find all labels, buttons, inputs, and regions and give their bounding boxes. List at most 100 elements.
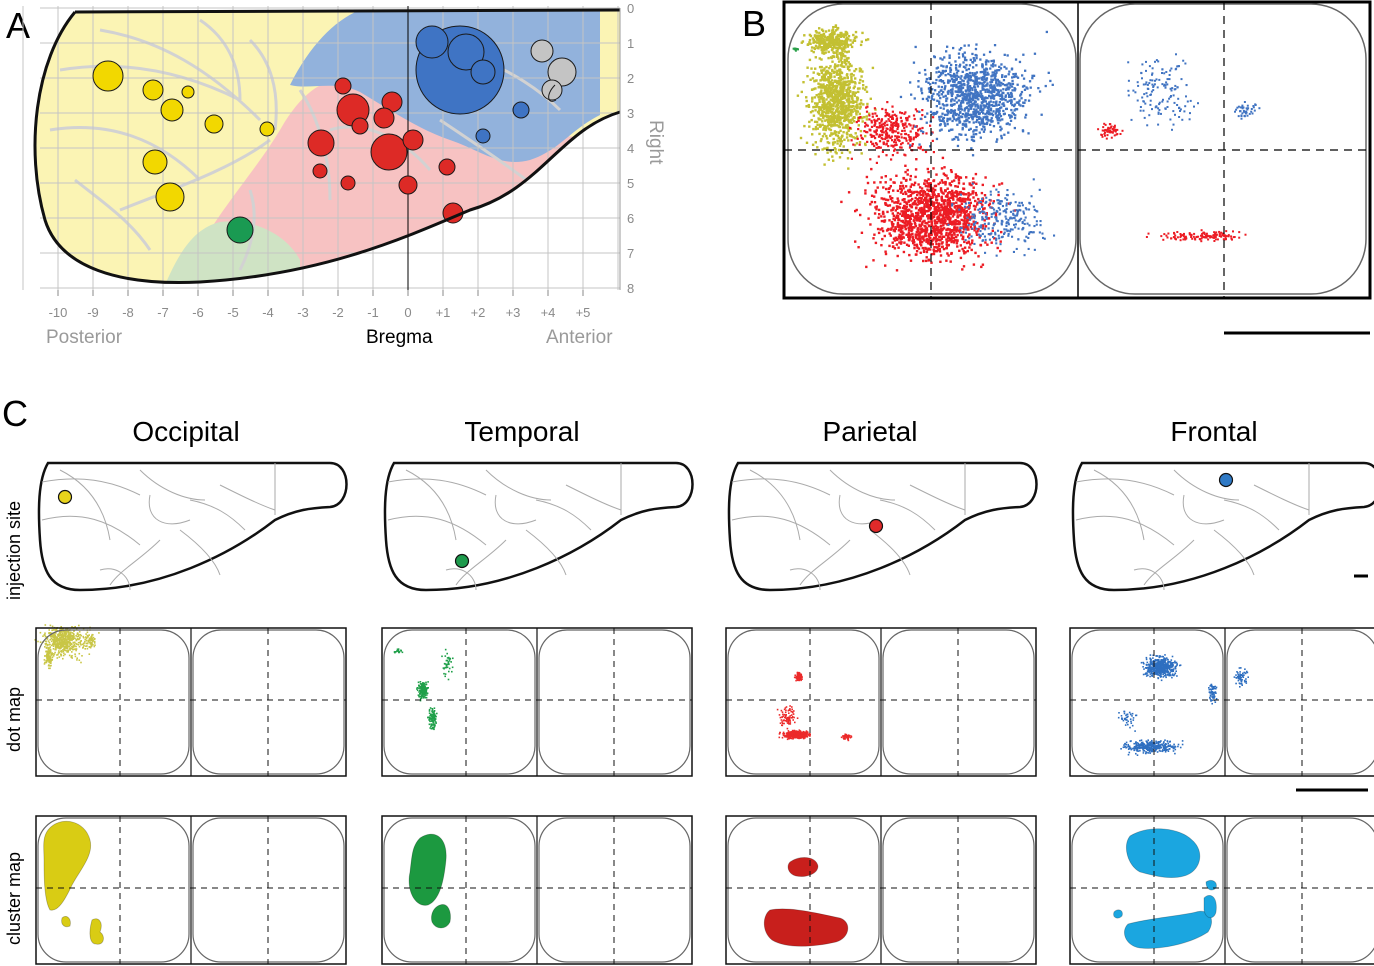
dot [844,117,847,120]
dot [60,631,63,633]
dot [1007,221,1010,224]
dot [816,36,819,39]
dot [69,637,71,640]
dot [943,86,947,89]
dot [972,177,975,180]
dot [1184,238,1187,241]
dot [861,120,864,123]
dot [896,221,900,225]
dot [875,161,878,164]
dot [992,88,996,91]
dot [907,226,910,229]
dot [1190,236,1193,238]
dot [844,109,847,112]
dot [908,238,911,242]
dot [43,634,46,636]
dot [836,139,839,142]
dot [956,206,960,210]
dot [981,197,984,200]
dot [938,102,941,105]
dot [961,115,964,119]
dot [962,265,966,268]
dot [890,124,893,127]
dot [995,239,998,242]
dot [874,241,878,245]
dot [979,244,983,247]
dot [960,218,963,222]
dot [925,210,929,213]
dot [1021,74,1024,77]
dot [844,80,847,84]
dot [1169,69,1172,72]
dot [1139,109,1142,112]
dot [832,85,835,88]
dot [832,102,836,105]
dot [917,85,920,88]
dot [75,639,77,641]
dot [957,69,960,72]
dot [970,183,973,187]
dot [889,178,892,181]
dot [1205,235,1208,238]
dot [974,100,977,103]
dot [841,87,844,90]
dot [950,170,953,174]
dot [904,170,907,174]
dot [932,92,935,95]
dot [1000,63,1003,66]
dot [944,74,947,77]
dot [980,191,984,195]
dot [1004,99,1007,102]
dot [61,649,64,651]
dot [898,206,901,209]
dot [985,112,989,115]
dot [1151,73,1153,76]
dot [1146,124,1149,127]
dot [883,220,886,223]
dot [1164,86,1167,89]
dot [1002,210,1005,213]
dot [976,95,979,98]
dot [1146,83,1149,86]
dot [926,192,930,196]
dot [958,249,961,252]
dot [838,101,842,105]
dot [891,245,895,248]
dot [990,83,993,86]
dot [942,120,945,123]
dot [852,86,855,90]
dot [1189,99,1192,102]
dot [958,121,961,124]
dot [933,111,936,115]
dot [903,200,906,204]
dot [961,128,964,131]
dot [886,210,889,214]
dot [1176,104,1179,106]
dot [932,179,936,182]
dot [933,193,936,196]
dot [1104,134,1106,137]
dot [917,209,921,212]
dot [955,74,959,77]
dot [997,229,1000,232]
dot [985,216,988,219]
dot [876,119,879,122]
dot [873,195,876,198]
dot [955,201,958,204]
dot [982,104,985,107]
dot [1209,235,1212,238]
dot [1022,210,1025,213]
dot [827,43,830,46]
dot [1024,240,1027,243]
dot [53,643,55,646]
dot [1182,235,1185,238]
dot [984,212,987,215]
dot [896,254,899,258]
dot [1213,231,1216,234]
dot [905,233,908,236]
dot [990,104,993,107]
dot [960,47,963,50]
dot [78,631,81,633]
dot [1007,219,1010,222]
dot [1113,126,1116,128]
